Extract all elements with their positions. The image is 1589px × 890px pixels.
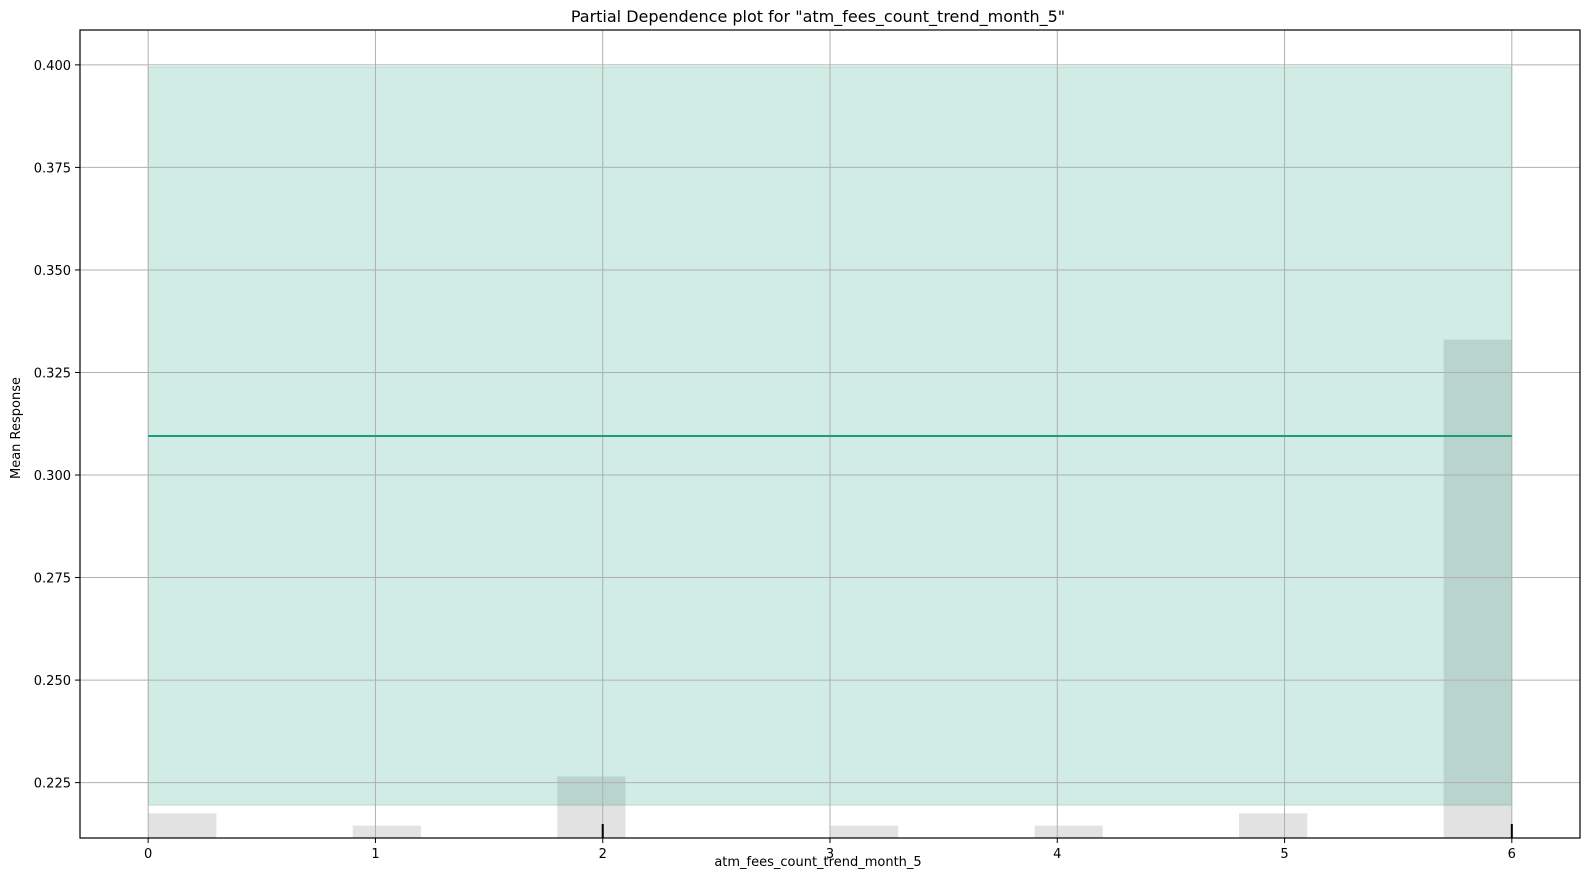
x-tick-label: 6 (1508, 847, 1516, 862)
x-tick-label: 4 (1053, 847, 1061, 862)
x-tick-label: 1 (371, 847, 379, 862)
y-tick-label: 0.400 (34, 59, 71, 74)
chart-title: Partial Dependence plot for "atm_fees_co… (571, 7, 1065, 27)
y-axis-ticks: 0.225 0.250 0.275 0.300 0.325 0.350 0.375 0.400 (34, 59, 80, 792)
y-tick-label: 0.275 (34, 572, 71, 587)
x-tick-label: 0 (144, 847, 152, 862)
y-tick-label: 0.300 (34, 469, 71, 484)
x-tick-label: 5 (1280, 847, 1288, 862)
x-axis-label: atm_fees_count_trend_month_5 (714, 855, 921, 870)
histogram-bar (148, 813, 217, 838)
y-axis-label: Mean Response (9, 377, 24, 479)
x-axis-ticks: 0 1 2 3 4 5 6 (144, 838, 1516, 862)
y-tick-label: 0.225 (34, 777, 71, 792)
x-tick-label: 2 (599, 847, 607, 862)
histogram-bar (1443, 339, 1512, 838)
x-tick-label: 3 (826, 847, 834, 862)
histogram-bar (830, 825, 899, 838)
y-tick-label: 0.325 (34, 366, 71, 381)
histogram-bar (1239, 813, 1308, 838)
y-tick-label: 0.375 (34, 161, 71, 176)
histogram-bar (352, 825, 421, 838)
histogram-bar (557, 776, 626, 838)
histogram-bar (1034, 825, 1103, 838)
rug-layer (601, 824, 1513, 838)
grid-layer (80, 30, 1580, 838)
histogram-layer (148, 339, 1512, 838)
y-tick-label: 0.350 (34, 264, 71, 279)
y-tick-label: 0.250 (34, 674, 71, 689)
